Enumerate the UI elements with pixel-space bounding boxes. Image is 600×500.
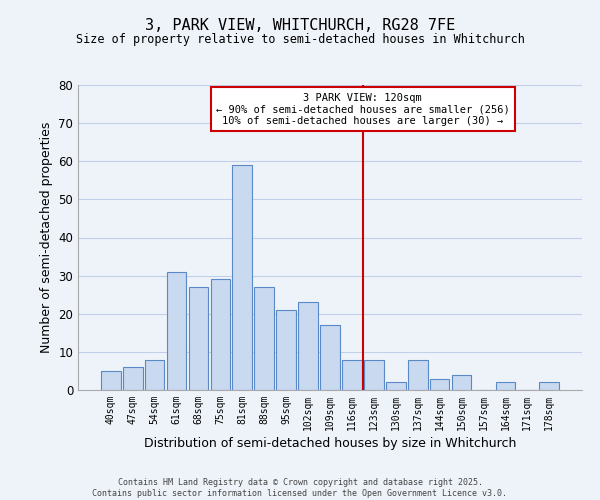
Bar: [298, 302, 318, 390]
Text: 3 PARK VIEW: 120sqm
← 90% of semi-detached houses are smaller (256)
10% of semi-: 3 PARK VIEW: 120sqm ← 90% of semi-detach…: [216, 92, 509, 126]
Bar: [167, 272, 187, 390]
X-axis label: Distribution of semi-detached houses by size in Whitchurch: Distribution of semi-detached houses by …: [144, 437, 516, 450]
Bar: [386, 382, 406, 390]
Bar: [408, 360, 428, 390]
Bar: [101, 371, 121, 390]
Text: Contains HM Land Registry data © Crown copyright and database right 2025.
Contai: Contains HM Land Registry data © Crown c…: [92, 478, 508, 498]
Bar: [452, 375, 472, 390]
Bar: [342, 360, 362, 390]
Bar: [430, 378, 449, 390]
Text: Size of property relative to semi-detached houses in Whitchurch: Size of property relative to semi-detach…: [76, 32, 524, 46]
Bar: [254, 287, 274, 390]
Bar: [320, 325, 340, 390]
Bar: [123, 367, 143, 390]
Bar: [188, 287, 208, 390]
Bar: [211, 280, 230, 390]
Bar: [539, 382, 559, 390]
Bar: [276, 310, 296, 390]
Bar: [496, 382, 515, 390]
Text: 3, PARK VIEW, WHITCHURCH, RG28 7FE: 3, PARK VIEW, WHITCHURCH, RG28 7FE: [145, 18, 455, 32]
Bar: [232, 165, 252, 390]
Y-axis label: Number of semi-detached properties: Number of semi-detached properties: [40, 122, 53, 353]
Bar: [145, 360, 164, 390]
Bar: [364, 360, 384, 390]
